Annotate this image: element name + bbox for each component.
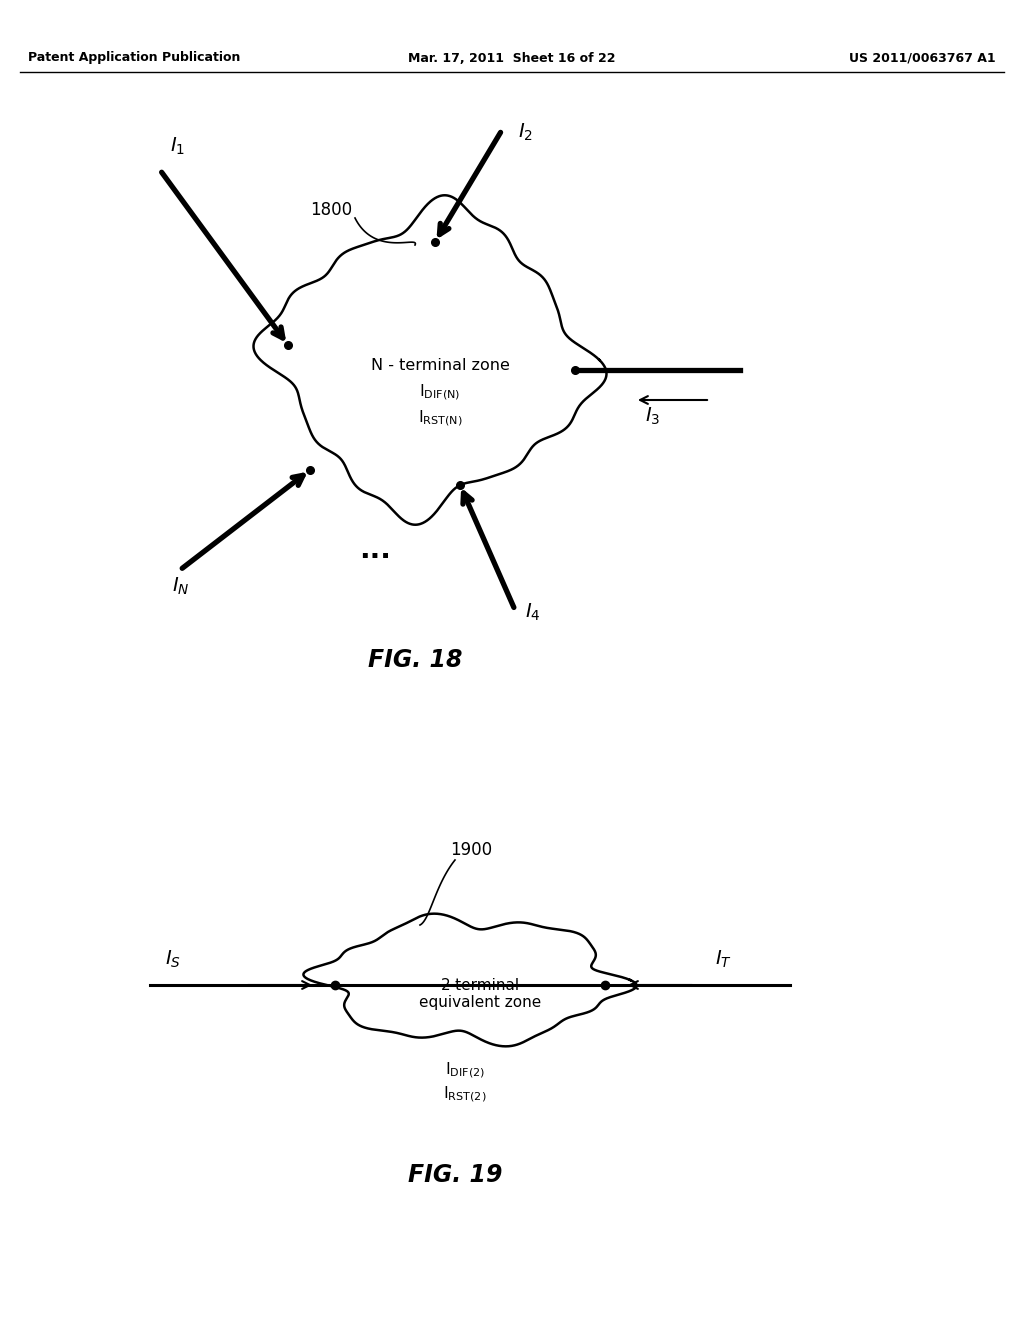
Text: $\mathregular{I_{DIF(2)}}$: $\mathregular{I_{DIF(2)}}$ [444,1060,485,1080]
Text: 1800: 1800 [310,201,352,219]
Text: $\mathregular{I_{RST(2)}}$: $\mathregular{I_{RST(2)}}$ [443,1084,486,1104]
Text: FIG. 18: FIG. 18 [368,648,462,672]
Text: 2-terminal: 2-terminal [440,978,519,993]
Text: ...: ... [359,536,391,564]
Text: $I_2$: $I_2$ [518,121,534,144]
Text: $\mathregular{I_{RST(N)}}$: $\mathregular{I_{RST(N)}}$ [418,408,463,428]
Text: FIG. 19: FIG. 19 [408,1163,502,1187]
Text: $I_S$: $I_S$ [165,949,181,970]
Text: $I_3$: $I_3$ [645,407,660,428]
Text: Mar. 17, 2011  Sheet 16 of 22: Mar. 17, 2011 Sheet 16 of 22 [409,51,615,65]
Text: $\mathregular{I_{DIF(N)}}$: $\mathregular{I_{DIF(N)}}$ [419,383,461,401]
Text: Patent Application Publication: Patent Application Publication [28,51,241,65]
Text: 1900: 1900 [450,841,493,859]
Text: US 2011/0063767 A1: US 2011/0063767 A1 [849,51,996,65]
Text: $I_N$: $I_N$ [172,576,189,597]
Text: $I_T$: $I_T$ [715,949,732,970]
Text: $I_1$: $I_1$ [170,136,185,157]
Text: $I_4$: $I_4$ [525,602,541,623]
Text: N - terminal zone: N - terminal zone [371,358,509,372]
Text: equivalent zone: equivalent zone [419,995,541,1011]
